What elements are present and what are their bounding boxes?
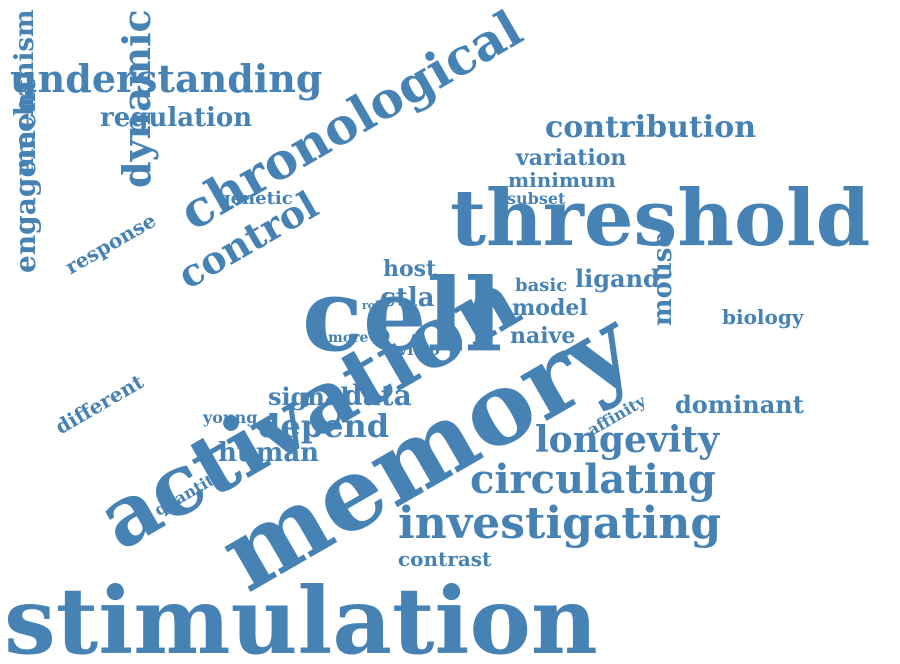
word-biology: biology bbox=[722, 305, 804, 329]
word-young: young bbox=[203, 408, 258, 427]
word-contrast: contrast bbox=[398, 547, 492, 571]
word-host: host bbox=[383, 256, 437, 282]
word-understanding: understanding bbox=[10, 56, 323, 101]
word-ligand: ligand bbox=[575, 264, 660, 293]
word-subset: subset bbox=[507, 189, 566, 208]
word-data: data bbox=[343, 379, 412, 412]
word-contribution: contribution bbox=[545, 110, 757, 145]
word-longevity: longevity bbox=[535, 419, 720, 461]
word-mechanism: mechanism bbox=[10, 9, 40, 176]
word-model: model bbox=[512, 295, 588, 321]
word-dynamic: dynamic bbox=[114, 9, 159, 188]
word-depend: depend bbox=[258, 407, 390, 445]
word-cell: cell bbox=[302, 256, 503, 374]
word-circulating: circulating bbox=[470, 456, 716, 503]
word-different: different bbox=[51, 369, 148, 440]
word-dominant: dominant bbox=[675, 390, 804, 419]
word-response: response bbox=[61, 208, 160, 280]
word-vitro: vitro bbox=[398, 340, 440, 359]
word-signal: signal bbox=[268, 382, 350, 411]
word-threshold: threshold bbox=[450, 173, 871, 264]
word-ctla: ctla bbox=[380, 283, 435, 313]
word-genetic: genetic bbox=[218, 188, 293, 209]
word-basic: basic bbox=[515, 275, 568, 296]
word-role: role bbox=[362, 299, 387, 312]
word-minimum: minimum bbox=[508, 168, 616, 192]
word-investigating: investigating bbox=[398, 498, 722, 549]
word-regulation: regulation bbox=[100, 103, 253, 133]
word-naive: naive bbox=[510, 323, 576, 349]
word-stimulation: stimulation bbox=[4, 567, 598, 664]
word-human: human bbox=[218, 438, 320, 468]
word-variation: variation bbox=[516, 145, 627, 171]
word-more: more bbox=[328, 330, 369, 346]
